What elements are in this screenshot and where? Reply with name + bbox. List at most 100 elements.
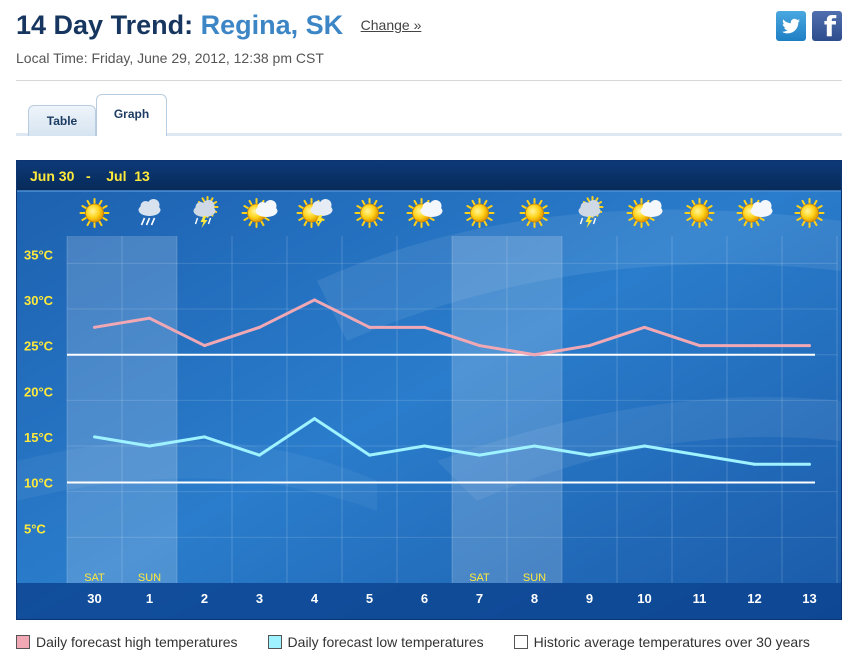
x-axis-band [17, 583, 841, 619]
sun-icon [354, 198, 385, 228]
low-temp-point [148, 444, 151, 448]
legend-label-low: Daily forecast low temperatures [287, 634, 484, 650]
sun-icon [464, 198, 495, 228]
weekday-label: SUN [138, 572, 161, 584]
weekday-label: SUN [523, 572, 546, 584]
low-temp-point [478, 453, 481, 457]
sun-icon [519, 198, 550, 228]
weekday-label: SAT [469, 572, 490, 584]
high-temp-point [258, 325, 261, 329]
trend-chart: Jun 30 - Jul 13 5°C 10°C 15°C 20°C 25°C 30°C 3… [16, 160, 842, 620]
low-temp-point [643, 444, 646, 448]
weekend-column [507, 236, 562, 583]
low-temp-point [423, 444, 426, 448]
y-tick-label: 35°C [24, 247, 54, 262]
y-tick-label: 30°C [24, 293, 54, 308]
thunderstorm-icon [578, 196, 604, 228]
high-temp-point [588, 344, 591, 348]
low-temp-point [313, 417, 316, 421]
chart-title-bar [17, 161, 841, 191]
header-divider [16, 80, 842, 81]
high-temp-point [368, 325, 371, 329]
title-prefix: 14 Day Trend: [16, 10, 194, 40]
x-tick-label: 12 [747, 591, 761, 606]
page-header: 14 Day Trend: Regina, SK Change » Local … [16, 8, 842, 78]
x-tick-label: 8 [531, 591, 538, 606]
legend-swatch-high [16, 635, 30, 649]
legend-swatch-historic [513, 635, 528, 649]
high-temp-point [313, 298, 316, 302]
high-temp-point [93, 325, 96, 329]
x-tick-label: 5 [366, 591, 373, 606]
x-tick-label: 7 [476, 591, 483, 606]
x-tick-label: 6 [421, 591, 428, 606]
weekend-column [67, 236, 122, 583]
tab-graph[interactable]: Graph [96, 94, 167, 136]
low-temp-point [698, 453, 701, 457]
low-temp-point [808, 462, 811, 466]
low-temp-point [203, 435, 206, 439]
x-tick-label: 11 [693, 591, 707, 606]
local-time: Local Time: Friday, June 29, 2012, 12:38… [16, 50, 324, 66]
x-tick-label: 13 [802, 591, 816, 606]
low-temp-point [93, 435, 96, 439]
weekend-column [122, 236, 177, 583]
y-tick-label: 20°C [24, 384, 54, 399]
x-tick-label: 4 [311, 591, 319, 606]
page-title: 14 Day Trend: Regina, SK Change » [16, 10, 421, 41]
x-tick-label: 30 [87, 591, 101, 606]
sun-icon [684, 198, 715, 228]
trend-chart-svg: Jun 30 - Jul 13 5°C 10°C 15°C 20°C 25°C 30°C 3… [17, 161, 841, 619]
weekend-column [452, 236, 507, 583]
rain-cloud-icon [138, 199, 161, 226]
twitter-icon[interactable] [776, 11, 806, 41]
high-temp-point [533, 353, 536, 357]
low-temp-point [368, 453, 371, 457]
x-tick-label: 3 [256, 591, 263, 606]
high-temp-line [94, 298, 810, 357]
legend-item-high: Daily forecast high temperatures [16, 633, 238, 651]
sun-cloud-icon [736, 198, 773, 228]
sun-cloud-icon [406, 198, 443, 228]
thunderstorm-icon [193, 196, 219, 228]
legend-item-historic: Historic average temperatures over 30 ye… [513, 633, 810, 651]
view-tabs: Table Graph [16, 92, 842, 136]
sun-icon [794, 198, 825, 228]
legend-swatch-low [267, 635, 282, 649]
low-temp-point [533, 444, 536, 448]
y-tick-label: 10°C [24, 476, 54, 491]
city-name: Regina, SK [200, 10, 344, 40]
x-tick-label: 9 [586, 591, 593, 606]
chart-title: Jun 30 - Jul 13 [30, 168, 150, 184]
high-temp-point [423, 325, 426, 329]
legend-label-high: Daily forecast high temperatures [36, 634, 238, 650]
change-location-link[interactable]: Change » [360, 17, 422, 33]
weekday-label: SAT [84, 572, 105, 584]
high-temp-point [698, 344, 701, 348]
low-temp-line [94, 417, 810, 466]
x-tick-label: 1 [146, 591, 153, 606]
social-buttons: f [776, 10, 842, 43]
sun-cloud-icon [626, 198, 663, 228]
tab-table[interactable]: Table [28, 105, 96, 136]
low-temp-point [753, 462, 756, 466]
y-tick-label: 5°C [24, 521, 46, 536]
high-temp-point [808, 344, 811, 348]
y-tick-label: 15°C [24, 430, 54, 445]
sun-icon [79, 198, 110, 228]
high-temp-point [478, 344, 481, 348]
high-temp-point [203, 344, 206, 348]
high-temp-point [753, 344, 756, 348]
high-temp-point [148, 316, 151, 320]
low-temp-point [258, 453, 261, 457]
x-tick-label: 2 [201, 591, 208, 606]
sun-cloud-icon [241, 198, 278, 228]
x-tick-label: 10 [637, 591, 651, 606]
legend-item-low: Daily forecast low temperatures [267, 633, 484, 651]
facebook-icon[interactable]: f [812, 10, 842, 43]
legend-label-historic: Historic average temperatures over 30 ye… [533, 634, 810, 650]
chart-background [17, 161, 841, 619]
low-temp-point [588, 453, 591, 457]
sun-storm-icon [296, 198, 333, 228]
chart-legend: Daily forecast high temperatures Daily f… [16, 633, 842, 651]
